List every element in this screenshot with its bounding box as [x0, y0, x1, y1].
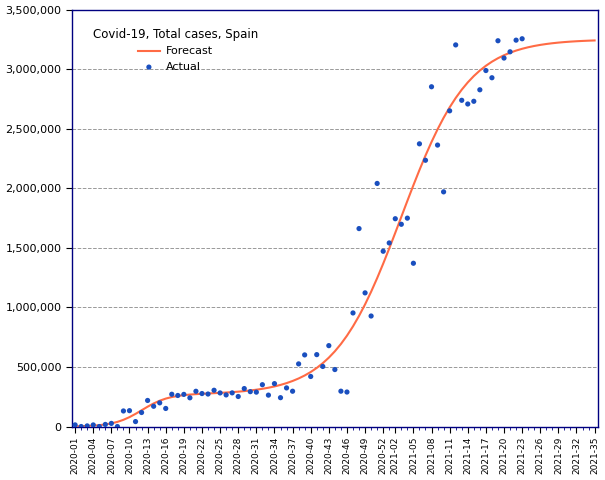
Actual: [258, 381, 267, 388]
Forecast: [289, 378, 296, 384]
Actual: [336, 387, 345, 395]
Actual: [246, 388, 255, 396]
Actual: [445, 107, 454, 115]
Actual: [300, 351, 310, 359]
Actual: [179, 391, 189, 398]
Actual: [106, 420, 116, 427]
Actual: [203, 390, 213, 398]
Actual: [469, 97, 479, 105]
Actual: [354, 225, 364, 232]
Legend: Forecast, Actual: Forecast, Actual: [88, 24, 263, 76]
Actual: [396, 220, 406, 228]
Actual: [511, 36, 521, 44]
Actual: [517, 35, 527, 43]
Actual: [270, 380, 280, 387]
Forecast: [332, 348, 339, 354]
Actual: [131, 418, 140, 425]
Actual: [378, 247, 388, 255]
Actual: [252, 388, 261, 396]
Line: Forecast: Forecast: [75, 40, 595, 426]
Actual: [366, 312, 376, 320]
Actual: [240, 385, 249, 393]
Actual: [100, 420, 110, 428]
Actual: [463, 100, 473, 108]
Actual: [94, 423, 104, 431]
Actual: [481, 67, 491, 74]
Actual: [185, 394, 195, 402]
Actual: [372, 180, 382, 187]
Forecast: [156, 398, 163, 404]
Actual: [360, 289, 370, 297]
Actual: [384, 239, 394, 247]
Actual: [420, 156, 430, 164]
Actual: [288, 387, 298, 395]
Actual: [234, 393, 243, 400]
Actual: [76, 423, 86, 431]
Actual: [342, 388, 352, 396]
Actual: [475, 86, 485, 94]
Actual: [433, 141, 442, 149]
Actual: [493, 37, 503, 45]
Actual: [439, 188, 448, 196]
Actual: [487, 74, 497, 82]
Actual: [70, 421, 80, 429]
Actual: [227, 389, 237, 396]
Actual: [173, 392, 183, 399]
Actual: [209, 386, 219, 394]
Forecast: [223, 390, 230, 396]
Actual: [306, 372, 316, 380]
Actual: [167, 390, 177, 398]
Actual: [137, 408, 146, 416]
Actual: [113, 423, 122, 431]
Actual: [348, 309, 358, 317]
Actual: [451, 41, 460, 49]
Actual: [155, 399, 165, 407]
Actual: [402, 214, 412, 222]
Actual: [143, 396, 152, 404]
Forecast: [71, 423, 79, 429]
Actual: [324, 342, 334, 349]
Actual: [312, 351, 322, 359]
Actual: [282, 384, 292, 392]
Actual: [427, 83, 436, 91]
Forecast: [494, 55, 502, 61]
Actual: [294, 360, 304, 368]
Actual: [457, 96, 466, 104]
Actual: [88, 421, 98, 429]
Forecast: [591, 37, 598, 43]
Actual: [119, 407, 128, 415]
Actual: [414, 140, 424, 148]
Actual: [149, 402, 159, 410]
Forecast: [186, 392, 194, 397]
Actual: [408, 259, 418, 267]
Actual: [318, 362, 328, 370]
Actual: [215, 389, 225, 397]
Actual: [330, 366, 340, 373]
Actual: [221, 391, 231, 399]
Actual: [191, 387, 201, 395]
Actual: [499, 54, 509, 62]
Actual: [264, 391, 273, 399]
Actual: [390, 215, 400, 223]
Actual: [276, 394, 286, 401]
Actual: [125, 407, 134, 415]
Actual: [161, 405, 171, 412]
Actual: [505, 48, 515, 56]
Actual: [197, 390, 207, 397]
Actual: [82, 422, 92, 430]
